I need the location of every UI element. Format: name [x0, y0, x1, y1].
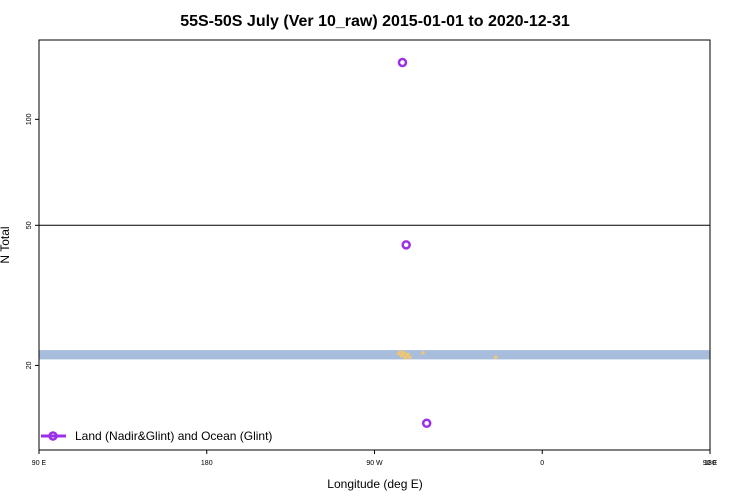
band-point: [398, 349, 403, 354]
y-tick-label: 100: [26, 113, 33, 125]
band-point: [421, 351, 425, 355]
y-tick-label: 20: [26, 361, 33, 369]
data-point: [421, 418, 432, 428]
data-band: [39, 350, 710, 360]
x-tick-label: 90 W: [366, 460, 383, 467]
band-point: [408, 355, 412, 360]
y-axis-label: N Total: [0, 226, 12, 263]
band-point: [402, 351, 407, 355]
legend-marker: [48, 431, 58, 441]
x-tick-label: 180: [704, 460, 716, 467]
y-axis: 20 50 100: [26, 113, 39, 369]
plot-area: [39, 57, 710, 428]
x-tick-label: 90 E: [703, 460, 718, 467]
x-axis-label: Longitude (deg E): [327, 477, 422, 491]
y-tick-label: 50: [26, 221, 33, 229]
x-tick-label: 0: [540, 460, 544, 467]
legend: Land (Nadir&Glint) and Ocean (Glint): [41, 429, 272, 443]
data-point: [397, 57, 408, 68]
chart-title: 55S-50S July (Ver 10_raw) 2015-01-01 to …: [180, 13, 570, 30]
band-point: [399, 353, 404, 358]
data-point: [401, 240, 411, 250]
band-point: [406, 352, 410, 357]
plot-frame: [38, 39, 711, 451]
band-point: [493, 355, 498, 360]
legend-label: Land (Nadir&Glint) and Ocean (Glint): [75, 429, 272, 443]
x-tick-label: 90 E: [32, 460, 47, 467]
band-point: [403, 356, 408, 360]
x-tick-label: 180: [201, 460, 213, 467]
